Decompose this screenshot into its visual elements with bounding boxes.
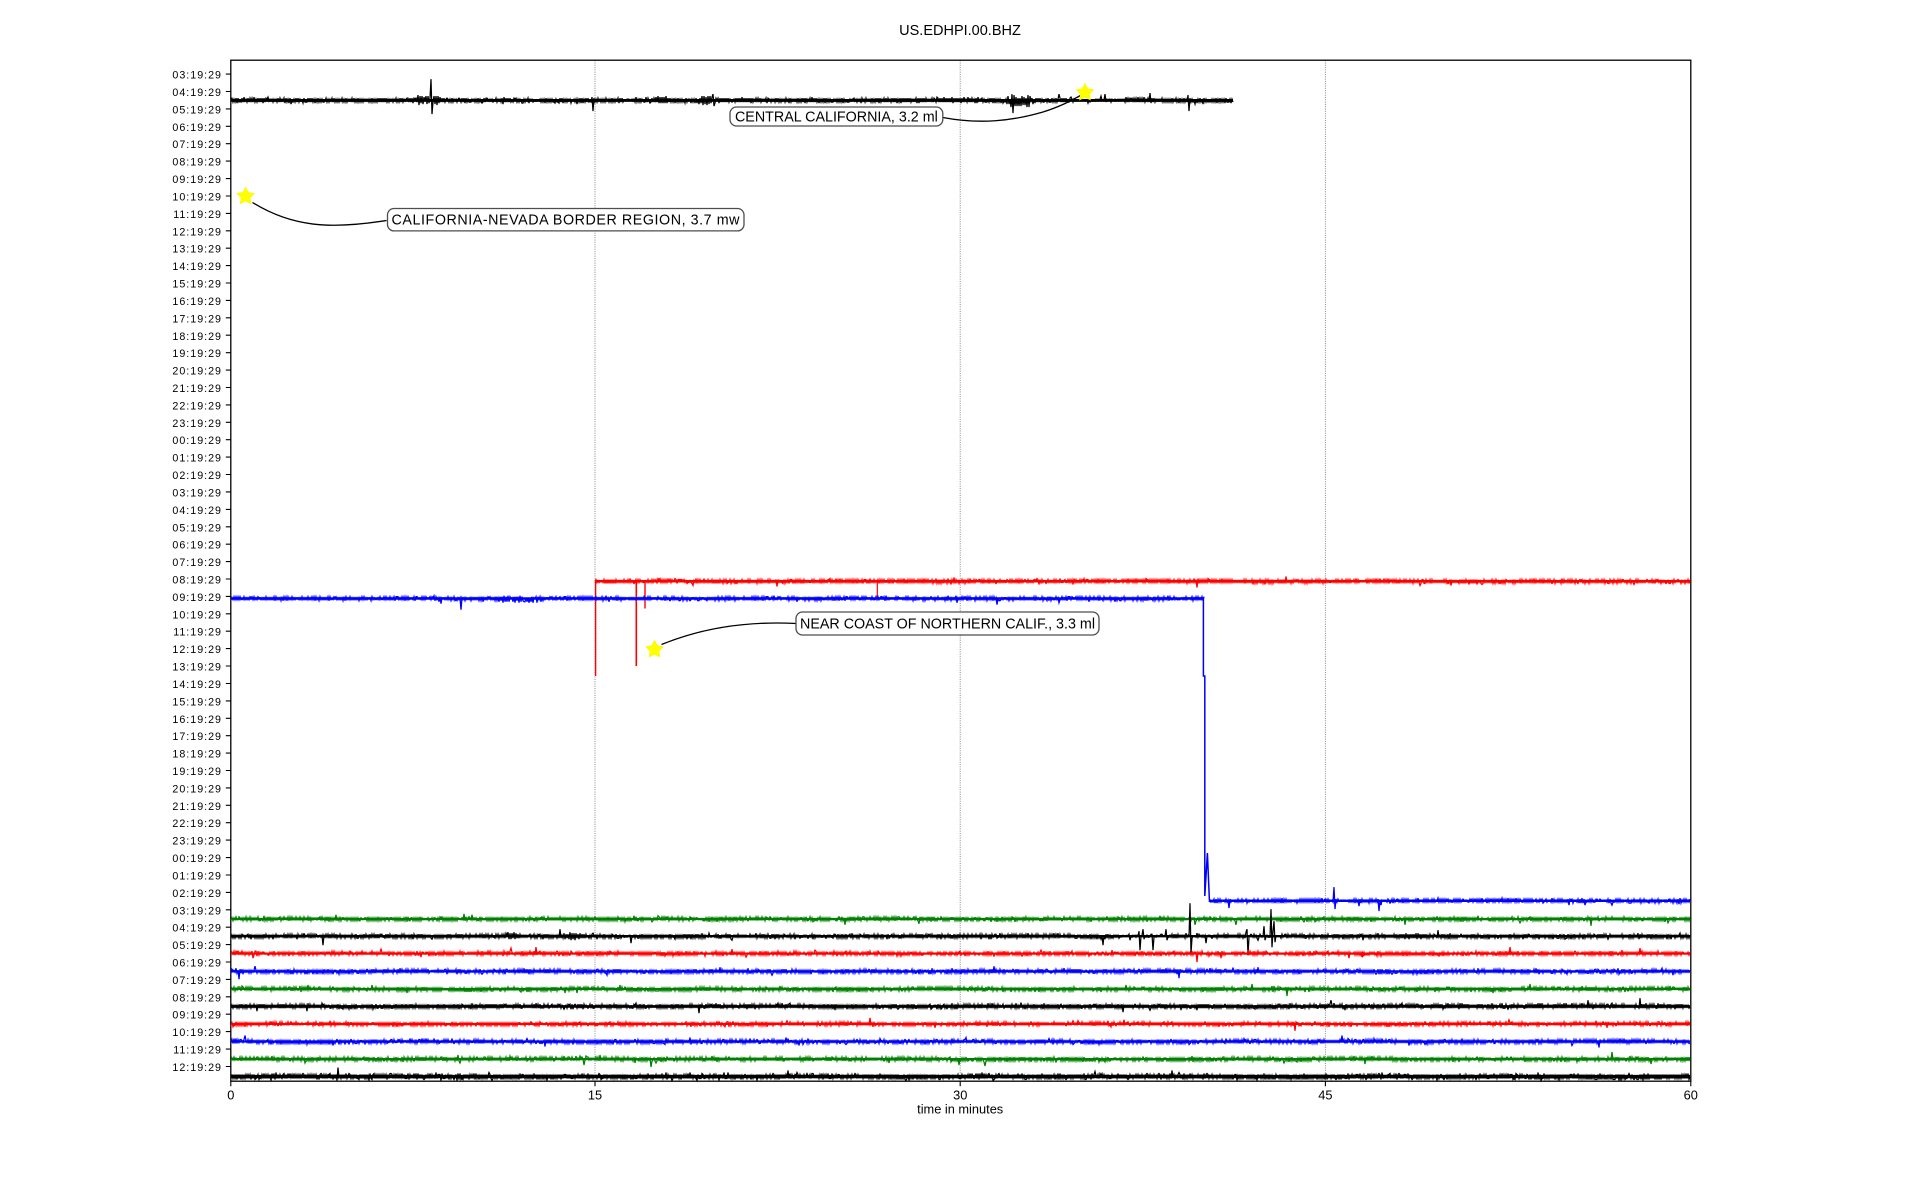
svg-text:05:19:29: 05:19:29 <box>172 522 222 534</box>
svg-text:07:19:29: 07:19:29 <box>172 557 222 569</box>
svg-text:14:19:29: 14:19:29 <box>172 679 222 691</box>
svg-text:0: 0 <box>227 1088 234 1103</box>
svg-text:05:19:29: 05:19:29 <box>172 940 222 952</box>
svg-text:07:19:29: 07:19:29 <box>172 975 222 987</box>
svg-text:13:19:29: 13:19:29 <box>172 244 222 256</box>
svg-text:US.EDHPI.00.BHZ: US.EDHPI.00.BHZ <box>899 23 1021 39</box>
svg-text:09:19:29: 09:19:29 <box>172 1010 222 1022</box>
svg-text:08:19:29: 08:19:29 <box>172 157 222 169</box>
svg-text:16:19:29: 16:19:29 <box>172 714 222 726</box>
svg-text:10:19:29: 10:19:29 <box>172 192 222 204</box>
svg-text:15:19:29: 15:19:29 <box>172 696 222 708</box>
svg-text:18:19:29: 18:19:29 <box>172 749 222 761</box>
svg-text:03:19:29: 03:19:29 <box>172 70 222 82</box>
svg-text:14:19:29: 14:19:29 <box>172 261 222 273</box>
svg-text:11:19:29: 11:19:29 <box>173 1045 222 1057</box>
svg-text:15: 15 <box>588 1088 602 1103</box>
svg-text:12:19:29: 12:19:29 <box>172 644 222 656</box>
svg-text:time in minutes: time in minutes <box>917 1102 1003 1117</box>
svg-text:01:19:29: 01:19:29 <box>172 453 222 465</box>
svg-text:12:19:29: 12:19:29 <box>172 1062 222 1074</box>
svg-text:CALIFORNIA-NEVADA BORDER REGIO: CALIFORNIA-NEVADA BORDER REGION, 3.7 mw <box>392 213 741 229</box>
svg-text:60: 60 <box>1684 1088 1698 1103</box>
svg-text:NEAR COAST OF NORTHERN CALIF.,: NEAR COAST OF NORTHERN CALIF., 3.3 ml <box>800 617 1095 633</box>
svg-text:02:19:29: 02:19:29 <box>172 888 222 900</box>
svg-text:17:19:29: 17:19:29 <box>172 313 222 325</box>
svg-text:06:19:29: 06:19:29 <box>172 540 222 552</box>
svg-text:08:19:29: 08:19:29 <box>172 575 222 587</box>
svg-text:04:19:29: 04:19:29 <box>172 505 222 517</box>
svg-text:45: 45 <box>1318 1088 1332 1103</box>
svg-text:20:19:29: 20:19:29 <box>172 366 222 378</box>
svg-text:21:19:29: 21:19:29 <box>172 383 222 395</box>
svg-text:23:19:29: 23:19:29 <box>172 836 222 848</box>
svg-text:00:19:29: 00:19:29 <box>172 435 222 447</box>
svg-text:09:19:29: 09:19:29 <box>172 174 222 186</box>
svg-text:02:19:29: 02:19:29 <box>172 470 222 482</box>
svg-text:04:19:29: 04:19:29 <box>172 923 222 935</box>
svg-text:00:19:29: 00:19:29 <box>172 853 222 865</box>
svg-text:08:19:29: 08:19:29 <box>172 992 222 1004</box>
svg-text:06:19:29: 06:19:29 <box>172 958 222 970</box>
svg-text:03:19:29: 03:19:29 <box>172 905 222 917</box>
svg-text:18:19:29: 18:19:29 <box>172 331 222 343</box>
svg-text:11:19:29: 11:19:29 <box>173 627 222 639</box>
svg-text:12:19:29: 12:19:29 <box>172 226 222 238</box>
svg-text:20:19:29: 20:19:29 <box>172 783 222 795</box>
svg-text:05:19:29: 05:19:29 <box>172 104 222 116</box>
svg-text:11:19:29: 11:19:29 <box>173 209 222 221</box>
svg-text:16:19:29: 16:19:29 <box>172 296 222 308</box>
svg-text:15:19:29: 15:19:29 <box>172 279 222 291</box>
svg-text:01:19:29: 01:19:29 <box>172 871 222 883</box>
svg-text:13:19:29: 13:19:29 <box>172 662 222 674</box>
svg-text:22:19:29: 22:19:29 <box>172 818 222 830</box>
svg-text:30: 30 <box>953 1088 967 1103</box>
svg-text:CENTRAL CALIFORNIA, 3.2 ml: CENTRAL CALIFORNIA, 3.2 ml <box>735 110 938 126</box>
svg-text:07:19:29: 07:19:29 <box>172 139 222 151</box>
svg-text:23:19:29: 23:19:29 <box>172 418 222 430</box>
svg-text:22:19:29: 22:19:29 <box>172 400 222 412</box>
svg-text:04:19:29: 04:19:29 <box>172 87 222 99</box>
svg-text:21:19:29: 21:19:29 <box>172 801 222 813</box>
svg-text:10:19:29: 10:19:29 <box>172 1027 222 1039</box>
svg-text:19:19:29: 19:19:29 <box>172 766 222 778</box>
svg-text:19:19:29: 19:19:29 <box>172 348 222 360</box>
svg-text:09:19:29: 09:19:29 <box>172 592 222 604</box>
svg-text:10:19:29: 10:19:29 <box>172 609 222 621</box>
svg-text:06:19:29: 06:19:29 <box>172 122 222 134</box>
svg-text:17:19:29: 17:19:29 <box>172 731 222 743</box>
svg-text:03:19:29: 03:19:29 <box>172 487 222 499</box>
